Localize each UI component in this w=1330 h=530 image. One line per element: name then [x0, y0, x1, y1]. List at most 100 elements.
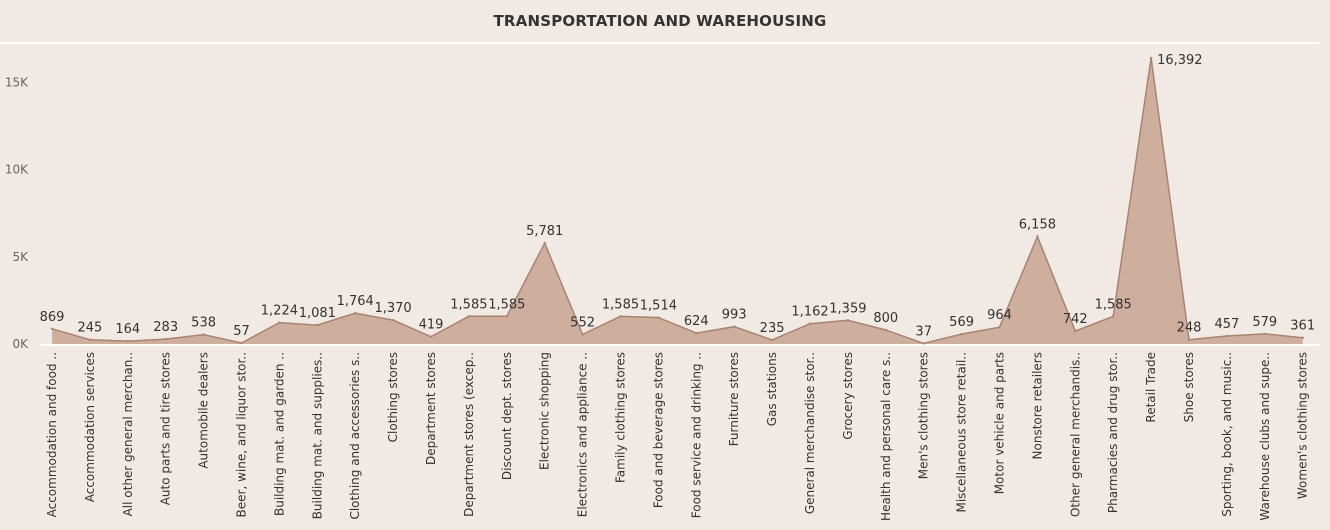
x-tick-label: Women's clothing stores [1296, 352, 1310, 499]
data-point [884, 328, 887, 332]
data-point [240, 341, 243, 345]
data-point [467, 315, 471, 318]
x-tick-label: Health and personal care s.. [879, 352, 893, 521]
data-label: 964 [987, 308, 1012, 323]
area-fill [52, 58, 1303, 344]
data-label: 37 [915, 324, 932, 339]
data-point [1149, 56, 1153, 60]
data-point [581, 333, 584, 336]
data-point [657, 316, 660, 319]
data-point [316, 323, 319, 327]
data-label: 552 [570, 315, 595, 330]
data-point [1301, 336, 1304, 339]
x-tick-label: Warehouse clubs and supe.. [1258, 352, 1272, 521]
data-label: 993 [722, 308, 747, 323]
x-tick-label: General merchandise stor.. [803, 352, 817, 514]
data-label: 1,370 [374, 301, 411, 316]
data-point [391, 318, 395, 322]
chart-title-bar: TRANSPORTATION AND WAREHOUSING [0, 0, 1320, 44]
data-label: 245 [77, 321, 102, 336]
x-tick-label: Grocery stores [841, 352, 855, 440]
data-label: 57 [233, 324, 250, 339]
x-tick-label: Food and beverage stores [651, 352, 665, 508]
data-label: 869 [40, 310, 65, 325]
data-label: 569 [949, 315, 974, 330]
data-point [733, 325, 736, 328]
x-tick-label: All other general merchan.. [121, 352, 135, 516]
x-tick-label: Furniture stores [727, 352, 741, 446]
x-tick-label: Discount dept. stores [500, 352, 514, 480]
data-point [354, 312, 357, 315]
x-tick-label: Building mat. and supplies.. [310, 352, 324, 519]
data-point [1112, 315, 1115, 318]
x-tick-label: Auto parts and tire stores [159, 352, 173, 505]
data-label: 419 [419, 318, 444, 333]
x-tick-label: Other general merchandis.. [1068, 352, 1082, 517]
data-point [164, 337, 167, 341]
data-point [543, 241, 546, 245]
x-tick-label: Shoe stores [1182, 352, 1196, 422]
x-tick-label: Nonstore retailers [1030, 352, 1044, 459]
x-tick-label: Miscellaneous store retail.. [955, 352, 969, 513]
data-label: 1,764 [337, 294, 374, 309]
data-label: 742 [1063, 312, 1088, 327]
data-label: 164 [115, 322, 140, 337]
data-label: 5,781 [526, 224, 563, 239]
data-label: 579 [1252, 315, 1277, 330]
data-label: 538 [191, 316, 216, 331]
area-line [51, 57, 1303, 345]
x-tick-label: Beer, wine, and liquor stor.. [235, 352, 249, 517]
x-tick-label: Gas stations [765, 352, 779, 426]
data-label: 1,585 [450, 297, 487, 312]
data-label: 235 [760, 321, 785, 336]
y-tick-label: 10K [5, 163, 29, 177]
data-point [505, 315, 508, 318]
data-label: 6,158 [1019, 218, 1056, 233]
y-tick-label: 15K [5, 75, 29, 89]
x-tick-label: Department stores [424, 352, 438, 465]
x-tick-label: Motor vehicle and parts [993, 352, 1007, 494]
data-label: 1,224 [261, 304, 298, 319]
x-tick-label: Men's clothing stores [917, 352, 931, 479]
data-label: 248 [1177, 321, 1202, 336]
data-point [619, 315, 622, 318]
y-tick-label: 5K [12, 250, 29, 264]
x-tick-label: Electronic shopping [538, 352, 552, 470]
data-point [278, 321, 281, 324]
data-point [202, 333, 205, 336]
x-tick-label: Department stores (excep.. [462, 352, 476, 517]
x-tick-label: Electronics and appliance .. [576, 352, 590, 517]
data-point [808, 322, 812, 325]
x-tick-label: Family clothing stores [614, 352, 628, 483]
data-point [126, 339, 129, 343]
x-tick-label: Accommodation services [83, 352, 97, 502]
x-tick-label: Building mat. and garden .. [272, 352, 286, 516]
data-point [1263, 332, 1267, 336]
data-point [1225, 334, 1229, 338]
data-point [960, 332, 963, 336]
x-tick-label: Automobile dealers [197, 352, 211, 469]
data-label: 1,585 [1095, 297, 1132, 312]
data-point [88, 338, 92, 341]
chart-title: TRANSPORTATION AND WAREHOUSING [493, 12, 827, 30]
data-point [50, 327, 54, 330]
x-tick-label: Clothing and accessories s.. [348, 352, 362, 520]
x-tick-label: Retail Trade [1144, 352, 1158, 423]
data-point [846, 319, 850, 322]
x-tick-label: Clothing stores [386, 352, 400, 442]
data-label: 1,162 [791, 305, 828, 320]
data-label: 361 [1290, 319, 1315, 334]
data-point [695, 331, 698, 335]
data-point [770, 338, 774, 342]
data-point [429, 335, 433, 338]
y-tick-label: 0K [12, 337, 29, 351]
data-label: 624 [684, 314, 709, 329]
data-label: 283 [153, 320, 178, 335]
data-label: 1,585 [602, 297, 639, 312]
data-point [1074, 329, 1077, 333]
data-point [1036, 235, 1039, 238]
x-tick-label: Accommodation and food .. [45, 352, 59, 517]
x-tick-label: Sporting, book, and music.. [1220, 352, 1234, 517]
x-tick-label: Pharmacies and drug stor.. [1106, 352, 1120, 513]
